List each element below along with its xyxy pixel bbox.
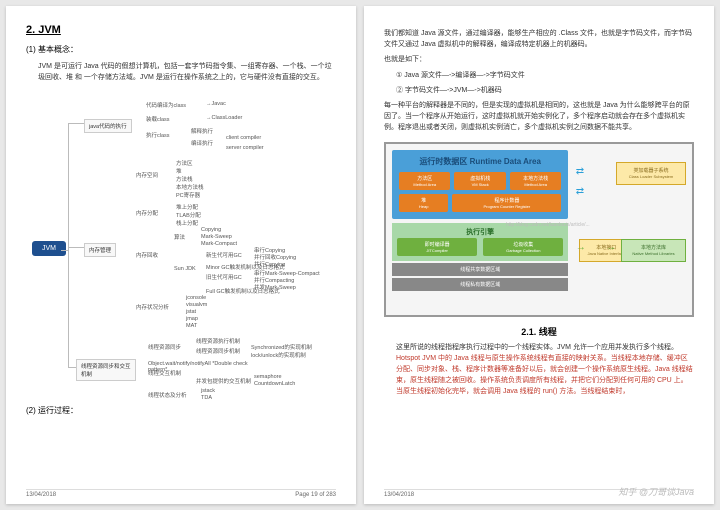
- watermark: 知乎 @刀哥谈Java: [618, 485, 694, 498]
- jvm-diagram: 运行时数据区 Runtime Data Area 方法区Method Area …: [384, 142, 694, 317]
- n2d1: jconsole: [186, 295, 206, 301]
- exec-title: 执行引擎: [396, 227, 564, 237]
- n2d3: jstat: [186, 309, 196, 315]
- para-intro: JVM 是可运行 Java 代码的假想计算机，包括一套字节码指令集、一组寄存器、…: [26, 61, 336, 83]
- n1c4a: client compiler: [226, 135, 261, 141]
- node-mem: 内存管理: [84, 243, 116, 257]
- mindmap: JVM java代码的执行 代码编译为class →Javac 装载class …: [26, 91, 336, 401]
- n1c2: →ClassLoader: [206, 115, 242, 121]
- n3a2a: Synchronized的实现机制: [251, 343, 312, 351]
- n2c2a3: 旧生代可用GC: [206, 273, 242, 281]
- n1a: 代码编译为class: [146, 101, 186, 109]
- n3b2: 并发包提供的交互机制: [196, 377, 251, 385]
- n3a2: 线程资源同步机制: [196, 347, 240, 355]
- shared-box: 线程共享数据区域: [392, 263, 568, 276]
- n1c1: →Javac: [206, 101, 226, 107]
- n2a5: PC寄存器: [176, 191, 200, 199]
- footer-left: 13/04/2018 Page 19 of 283: [26, 489, 336, 498]
- page-left: 2. JVM (1) 基本概念： JVM 是可运行 Java 代码的假想计算机，…: [6, 6, 356, 504]
- method-area-box: 方法区Method Area: [399, 172, 450, 190]
- n3b1: Object.wait/notify/notifyAll *Double che…: [148, 361, 248, 373]
- line: [68, 123, 69, 368]
- n1c4b: server compiler: [226, 145, 264, 151]
- private-box: 线程私有数据区域: [392, 278, 568, 291]
- step2: ② 字节码文件—->JVM—->机器码: [384, 85, 694, 96]
- native-lib-box: 本地方法库Native Method Libraries: [621, 239, 686, 262]
- n2d4: jmap: [186, 316, 198, 322]
- n2a1: 方法区: [176, 159, 193, 167]
- mindmap-root: JVM: [32, 241, 66, 256]
- arrow-icon: ⇄: [576, 186, 584, 197]
- n2b1: 堆上分配: [176, 203, 198, 211]
- n2c2: Sun JDK: [174, 266, 196, 272]
- footer-date: 13/04/2018: [26, 492, 56, 498]
- n1c4: 编译执行: [191, 139, 213, 147]
- n2c2a4: Full GC触发机制以及日志格式: [206, 287, 280, 295]
- n2b: 内存分配: [136, 209, 158, 217]
- arrow-icon: →: [576, 242, 586, 253]
- footer-page: Page 19 of 283: [295, 492, 336, 498]
- n3a2b: lock/unlock的实现机制: [251, 351, 306, 359]
- n3a: 线程资源同步: [148, 343, 181, 351]
- n3c1: jstack: [201, 388, 215, 394]
- arrow-icon: →: [606, 242, 616, 253]
- n2a3: 方法栈: [176, 175, 193, 183]
- n2d2: visualvm: [186, 302, 207, 308]
- n2a4: 本地方法栈: [176, 183, 204, 191]
- para-r1: 我们都知道 Java 源文件，通过编译器，能够生产相应的 .Class 文件，也…: [384, 28, 694, 50]
- classloader-box: 类加载器子系统Class Loader Subsystem: [616, 162, 686, 185]
- runtime-title: 运行时数据区 Runtime Data Area: [398, 156, 562, 167]
- n2c1: 算法: [174, 233, 185, 241]
- thread-para: 这里所说的线程指程序执行过程中的一个线程实体。JVM 允许一个应用并发执行多个线…: [384, 342, 694, 398]
- n2c1c: Mark-Compact: [201, 241, 237, 247]
- n2a2: 堆: [176, 167, 182, 175]
- subtitle-process: (2) 运行过程：: [26, 405, 336, 416]
- line: [68, 123, 84, 124]
- pc-box: 程序计数器Program Counter Register: [452, 194, 561, 212]
- n2b3: 栈上分配: [176, 219, 198, 227]
- native-stack-box: 本地方法栈Method Area: [510, 172, 561, 190]
- n2a: 内存空间: [136, 171, 158, 179]
- n2c2a: 新生代可用GC: [206, 251, 242, 259]
- n1c3: 解释执行: [191, 127, 213, 135]
- node-thread: 线程资源同步和交互机制: [76, 359, 136, 381]
- para-r2: 也就是如下：: [384, 54, 694, 65]
- n2d: 内存状况分析: [136, 303, 169, 311]
- n1b: 装载class: [146, 115, 170, 123]
- url-watermark: http://blog.csdn.net/luanlouis/article/.…: [506, 222, 590, 228]
- page-right: 我们都知道 Java 源文件，通过编译器，能够生产相应的 .Class 文件，也…: [364, 6, 714, 504]
- line: [61, 250, 68, 251]
- section-title: 2. JVM: [26, 24, 336, 36]
- n3b2b: CountdownLatch: [254, 381, 295, 387]
- n3c2: TDA: [201, 395, 212, 401]
- gc-box: 垃圾收集Garbage Collection: [483, 238, 563, 256]
- line: [68, 247, 84, 248]
- n2c: 内存回收: [136, 251, 158, 259]
- n2c1b: Mark-Sweep: [201, 234, 232, 240]
- n2b2: TLAB分配: [176, 211, 201, 219]
- n3a1: 线程资源执行机制: [196, 337, 240, 345]
- section-21-title: 2.1. 线程: [384, 325, 694, 338]
- step1: ① Java 源文件—->编译器—->字节码文件: [384, 70, 694, 81]
- n3c: 线程状态及分析: [148, 391, 187, 399]
- vm-stack-box: 虚拟机栈VM Stack: [454, 172, 505, 190]
- line: [68, 367, 76, 368]
- subtitle-concepts: (1) 基本概念：: [26, 44, 336, 55]
- footer-date-r: 13/04/2018: [384, 492, 414, 498]
- n1c: 执行class: [146, 131, 170, 139]
- exec-engine: 执行引擎 即时编译器JITCompiler 垃圾收集Garbage Collec…: [392, 223, 568, 261]
- n2c1a: Copying: [201, 227, 221, 233]
- runtime-area: 运行时数据区 Runtime Data Area 方法区Method Area …: [392, 150, 568, 219]
- arrow-icon: ⇄: [576, 166, 584, 177]
- n3b2a: semaphore: [254, 374, 282, 380]
- heap-box: 堆Heap: [399, 194, 448, 212]
- para-r3: 每一种平台的解释器是不同的，但是实现的虚拟机是相同的，这也就是 Java 为什么…: [384, 100, 694, 134]
- node-exec: java代码的执行: [84, 119, 132, 133]
- jit-box: 即时编译器JITCompiler: [397, 238, 477, 256]
- n2d5: MAT: [186, 323, 197, 329]
